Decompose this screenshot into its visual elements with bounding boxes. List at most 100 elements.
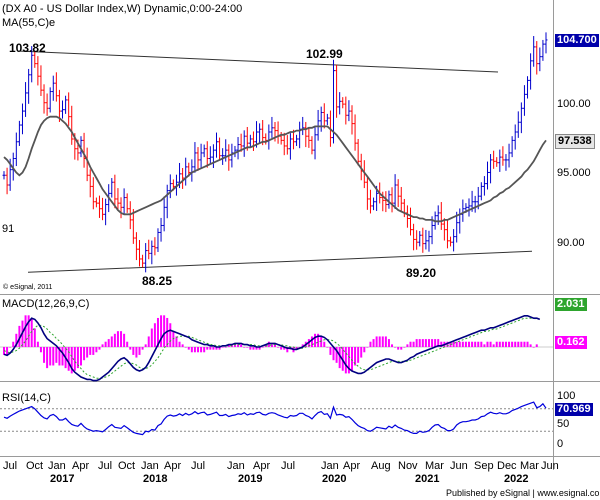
x-tick-month: Jul [191,460,206,472]
macd-histogram-bar [354,347,357,366]
x-tick-month: Jul [281,460,296,472]
macd-histogram-bar [329,347,332,355]
rsi-tick-100: 100 [557,390,576,402]
signal-value-tag: 0.162 [555,336,587,349]
rsi-line [3,401,547,436]
macd-histogram-bar [73,347,76,371]
macd-histogram-bar [58,347,61,366]
macd-histogram-bar [258,347,261,350]
macd-histogram-bar [529,344,532,347]
macd-histogram-bar [224,347,227,348]
x-tick-month: Apr [253,460,271,472]
resistance-trendline [19,50,499,73]
macd-histogram-bar [363,347,366,353]
macd-histogram-bar [104,341,107,347]
macd-histogram-bar [147,336,150,347]
low-annotation-2021: 89.20 [406,266,437,280]
macd-histogram-bar [249,347,252,350]
price-chart-canvas[interactable] [0,0,600,295]
macd-histogram-bar [76,347,79,369]
macd-histogram-bar [298,347,301,348]
macd-histogram-bar [335,347,338,363]
macd-histogram-bar [163,315,166,347]
macd-histogram-bar [209,347,212,350]
macd-histogram-bar [153,323,156,347]
macd-histogram-bar [427,339,430,347]
x-tick-year: 2020 [322,473,347,485]
macd-histogram-bar [98,347,101,350]
macd-histogram-bar [431,339,434,347]
macd-histogram-bar [501,341,504,347]
x-tick-year: 2019 [238,473,263,485]
ma55-line [3,115,547,223]
rsi-chart-canvas[interactable] [0,382,600,457]
rsi-panel[interactable] [0,382,600,457]
macd-histogram-bar [95,347,98,353]
macd-histogram-bar [27,315,30,347]
macd-panel[interactable] [0,295,600,382]
macd-histogram-bar [295,347,298,350]
macd-histogram-bar [415,339,418,347]
macd-histogram-bar [310,336,313,347]
macd-histogram-bar [79,347,82,366]
support-trendline [27,250,533,273]
x-tick-month: Apr [343,460,361,472]
macd-histogram-bar [535,344,538,347]
macd-histogram-bar [387,339,390,347]
macd-histogram-bar [212,347,215,350]
macd-histogram-bar [391,344,394,347]
macd-histogram-bar [532,347,535,348]
macd-histogram-bar [18,325,21,347]
macd-histogram-bar [9,347,12,348]
macd-histogram-bar [221,347,224,348]
macd-histogram-bar [261,347,264,348]
macd-histogram-bar [264,344,267,347]
x-tick-month: Jan [48,460,66,472]
macd-histogram-bar [437,339,440,347]
x-tick-month: Sep [474,460,494,472]
macd-histogram-bar [255,347,258,350]
rsi-label: RSI(14,C) [2,392,51,404]
macd-histogram-bar [24,315,27,347]
macd-histogram-bar [301,344,304,347]
macd-histogram-bar [397,347,400,350]
macd-histogram-bar [83,347,86,361]
macd-histogram-bar [144,344,147,347]
macd-histogram-bar [39,347,42,353]
macd-chart-canvas[interactable] [0,295,600,382]
macd-histogram-bar [320,336,323,347]
x-tick-month: Oct [118,460,136,472]
macd-histogram-bar [338,347,341,369]
macd-histogram-bar [218,347,221,350]
macd-histogram-bar [372,339,375,347]
macd-histogram-bar [197,347,200,353]
x-axis: Jul Oct Jan Apr Jul Oct Jan Apr Jul Jan Apr Jul Jan A… [0,457,600,487]
macd-histogram-bar [138,347,141,355]
published-footer: Published by eSignal | www.esignal.com [446,488,600,498]
macd-histogram-bar [70,347,73,374]
macd-histogram-bar [175,336,178,347]
y-tick-95: 95.000 [557,167,591,179]
macd-histogram-bar [270,344,273,347]
macd-histogram-bar [495,341,498,347]
macd-histogram-bar [366,347,369,348]
macd-histogram-bar [314,333,317,347]
price-panel[interactable] [0,0,600,295]
y-tick-90: 90.00 [557,237,585,249]
macd-histogram-bar [36,341,39,347]
macd-histogram-bar [67,347,70,371]
x-tick-year: 2017 [50,473,75,485]
macd-histogram-bar [110,336,113,347]
macd-histogram-bar [378,336,381,347]
macd-histogram-bar [12,341,15,347]
macd-histogram-bar [517,341,520,347]
x-tick-month: Apr [72,460,90,472]
ma-value-tag: 97.538 [555,134,595,149]
macd-histogram-bar [369,341,372,347]
macd-histogram-bar [252,347,255,350]
low-annotation-2018: 88.25 [142,274,173,288]
macd-histogram-bar [474,341,477,347]
macd-histogram-bar [126,341,129,347]
macd-histogram-bar [520,341,523,347]
macd-histogram-bar [471,341,474,347]
